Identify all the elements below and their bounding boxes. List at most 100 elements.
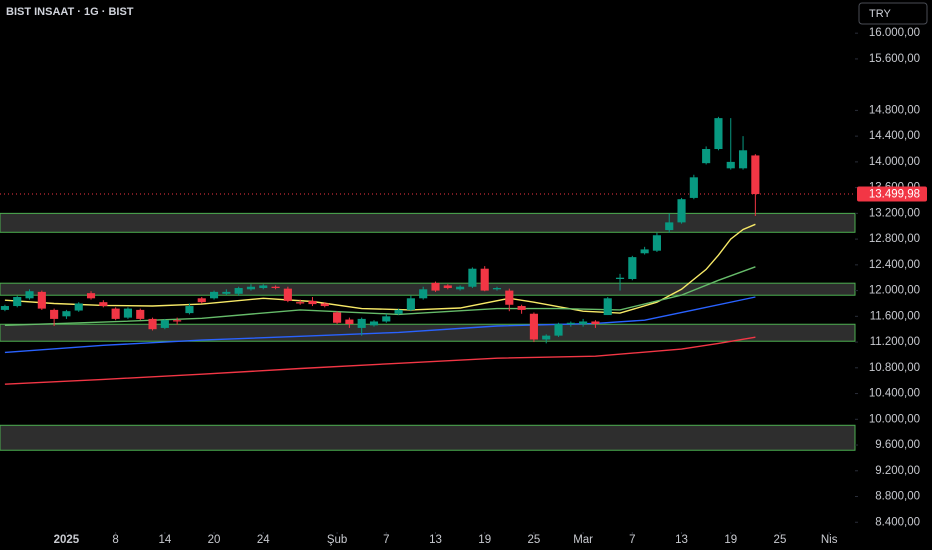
y-tick-label: 9.200,00: [875, 465, 920, 477]
candle-body: [185, 306, 194, 314]
zone: [0, 424, 856, 451]
candle-body: [382, 316, 391, 322]
candle-body: [197, 298, 206, 303]
candle-body: [468, 268, 477, 287]
y-tick-label: 10.000,00: [869, 413, 920, 425]
candle-body: [62, 311, 71, 317]
candle-body: [357, 318, 366, 328]
candle-body: [554, 324, 563, 336]
zone: [0, 212, 856, 233]
candle-body: [246, 286, 256, 290]
x-tick-label: 13: [675, 534, 688, 546]
candle-body: [0, 306, 9, 310]
candle-body: [271, 286, 280, 289]
moving-average-line: [4, 296, 756, 354]
candle-body: [283, 288, 292, 301]
candle-body: [50, 309, 59, 319]
candle-body: [296, 302, 305, 304]
y-tick-label: 12.000,00: [869, 285, 920, 297]
x-tick-label: 13: [429, 534, 442, 546]
candle-body: [86, 293, 96, 299]
candle-body: [640, 249, 649, 254]
candle-body: [209, 291, 219, 299]
candle-body: [173, 320, 182, 322]
candle-body: [726, 161, 735, 169]
y-tick-label: 12.800,00: [869, 233, 920, 245]
y-tick-label: 11.600,00: [870, 310, 920, 322]
candle-body: [738, 150, 748, 169]
candle-body: [25, 291, 34, 299]
x-tick-label: 25: [774, 534, 787, 546]
x-tick-label: Nis: [821, 534, 838, 546]
candle-body: [99, 302, 108, 307]
plot-area: [0, 116, 856, 451]
moving-average-line: [4, 336, 756, 385]
x-tick-label: 14: [158, 534, 171, 546]
candle-body: [369, 321, 379, 326]
candle-body: [111, 308, 120, 319]
candle-body: [542, 335, 551, 340]
currency-button-box[interactable]: [858, 2, 928, 25]
x-tick-label: 20: [208, 534, 221, 546]
candle-body: [320, 303, 329, 307]
x-tick-label: 19: [724, 534, 737, 546]
currency-button-label[interactable]: TRY: [869, 8, 891, 20]
candle-body: [308, 300, 317, 305]
y-tick-label: 13.200,00: [869, 207, 920, 219]
candle-body: [615, 277, 625, 280]
x-tick-label: 24: [257, 534, 270, 546]
candle-body: [406, 298, 415, 310]
candle-body: [566, 322, 575, 325]
candle-body: [505, 290, 514, 305]
candle-body: [345, 319, 354, 325]
x-tick-label: 8: [112, 534, 118, 546]
candle-body: [529, 313, 538, 340]
candle-body: [579, 321, 588, 325]
candle-body: [443, 285, 452, 289]
y-tick-label: 9.600,00: [875, 439, 920, 451]
candle-body: [148, 318, 157, 330]
y-tick-label: 10.400,00: [869, 388, 920, 400]
candle-body: [419, 289, 428, 299]
x-tick-label: 7: [383, 534, 389, 546]
currency-button[interactable]: TRY: [858, 2, 928, 25]
candle-body: [689, 177, 698, 198]
zone: [0, 282, 856, 296]
x-tick-label: 25: [528, 534, 541, 546]
candle-body: [652, 235, 661, 251]
candle-body: [517, 306, 526, 310]
x-tick-label: 19: [478, 534, 491, 546]
y-tick-label: 14.000,00: [869, 156, 920, 168]
y-tick-label: 12.400,00: [869, 259, 920, 271]
candle-body: [259, 285, 268, 289]
candle-body: [480, 268, 489, 291]
x-tick-label: 2025: [54, 534, 80, 546]
candle-body: [160, 320, 169, 328]
y-tick-label: 8.800,00: [875, 491, 920, 503]
candle-body: [234, 288, 243, 294]
candle-body: [13, 297, 22, 307]
candle-body: [222, 291, 231, 294]
x-tick-label: 7: [629, 534, 635, 546]
y-tick-label: 14.400,00: [869, 130, 920, 142]
y-tick-label: 8.400,00: [875, 516, 920, 528]
candle-body: [591, 321, 600, 325]
candle-body: [431, 282, 440, 291]
candle-body: [456, 286, 465, 290]
candle-body: [74, 303, 83, 311]
candle-body: [751, 155, 760, 195]
zone: [0, 323, 856, 342]
candle-body: [394, 309, 403, 314]
candle-body: [677, 199, 686, 223]
candle-body: [492, 288, 502, 290]
last-price-label: 13.499,98: [869, 189, 920, 201]
candle-body: [136, 309, 145, 319]
y-tick-label: 10.800,00: [869, 362, 920, 374]
candle-body: [123, 308, 133, 318]
candle-body: [333, 312, 342, 323]
candle-body: [714, 118, 723, 150]
y-tick-label: 11.200,00: [870, 336, 920, 348]
